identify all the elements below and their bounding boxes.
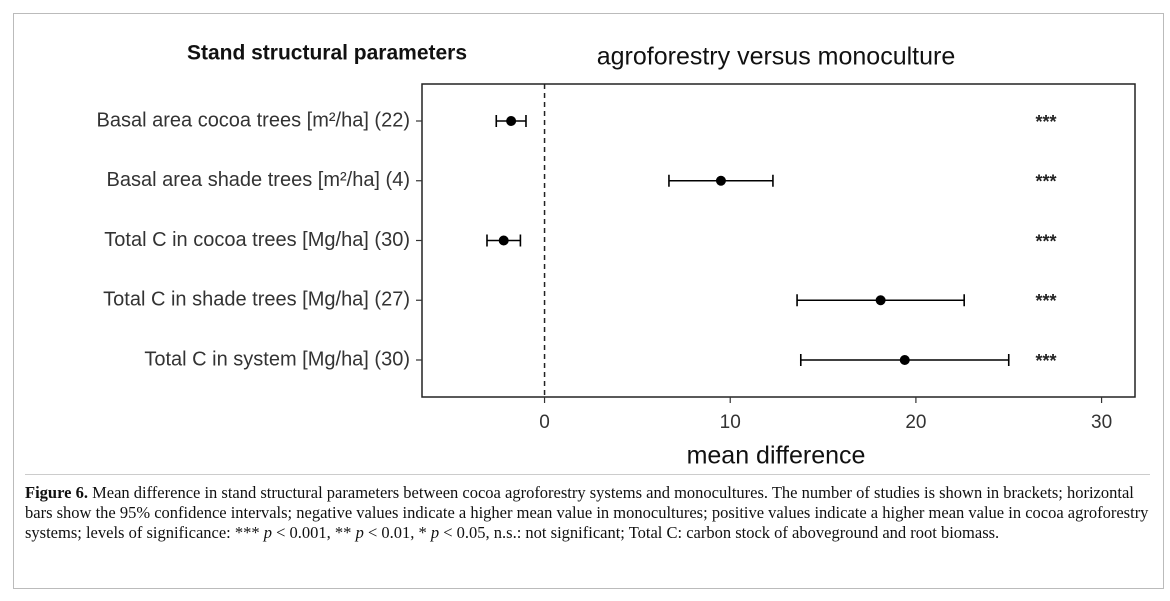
point [875, 295, 886, 306]
y-tick-label: Total C in system [Mg/ha] (30) [144, 348, 410, 370]
point [715, 175, 726, 186]
point [899, 355, 910, 365]
caption-text: Mean difference in stand structural para… [25, 483, 1149, 542]
x-axis-label: mean difference [687, 442, 866, 470]
x-tick-label: 20 [905, 412, 926, 433]
caption-text: p [263, 523, 272, 542]
chart-title: agroforestry versus monoculture [597, 43, 955, 71]
y-tick-label: Total C in shade trees [Mg/ha] (27) [103, 289, 410, 311]
significance-label: *** [1035, 231, 1056, 251]
caption-text: p [355, 523, 364, 542]
caption-text: < 0.01, * [363, 523, 431, 542]
point [498, 235, 509, 246]
y-tick-label: Total C in cocoa trees [Mg/ha] (30) [104, 229, 410, 251]
caption-text: < 0.001, ** [272, 523, 356, 542]
x-tick-label: 30 [1091, 412, 1112, 433]
figure-frame [13, 13, 1164, 589]
y-tick-label: Basal area cocoa trees [m²/ha] (22) [97, 109, 410, 131]
significance-label: *** [1035, 172, 1056, 192]
left-title: Stand structural parameters [187, 42, 467, 65]
x-tick-label: 10 [720, 412, 741, 433]
caption: Figure 6. Mean difference in stand struc… [25, 474, 1150, 543]
significance-label: *** [1035, 351, 1056, 371]
chart: Stand structural parameters agroforestry… [97, 42, 1136, 470]
caption-text: < 0.05, n.s.: not significant; Total C: … [439, 523, 1000, 542]
caption-label: Figure 6. [25, 483, 88, 502]
y-tick-label: Basal area shade trees [m²/ha] (4) [107, 169, 410, 191]
significance-label: *** [1035, 291, 1056, 311]
significance-label: *** [1035, 112, 1056, 132]
point [506, 116, 517, 126]
caption-text: p [430, 523, 440, 542]
plot-frame [421, 83, 1136, 398]
x-tick-label: 0 [539, 412, 550, 433]
